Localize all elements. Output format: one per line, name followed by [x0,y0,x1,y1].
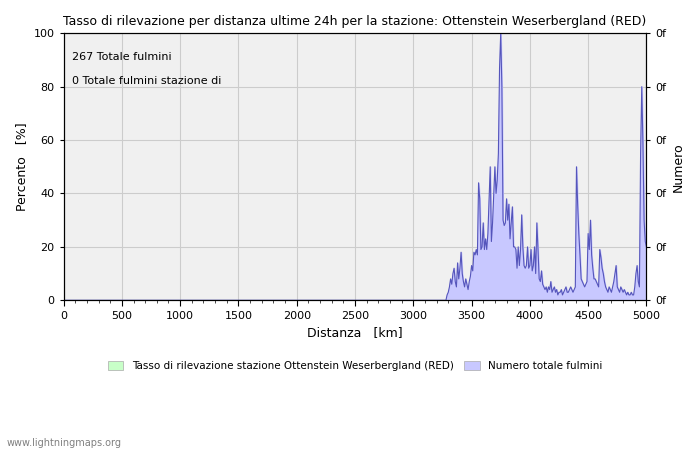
Text: 267 Totale fulmini: 267 Totale fulmini [72,52,172,62]
Y-axis label: Numero: Numero [672,142,685,192]
Text: www.lightningmaps.org: www.lightningmaps.org [7,438,122,448]
Text: 0 Totale fulmini stazione di: 0 Totale fulmini stazione di [72,76,222,86]
Y-axis label: Percento   [%]: Percento [%] [15,122,28,211]
X-axis label: Distanza   [km]: Distanza [km] [307,326,402,339]
Title: Tasso di rilevazione per distanza ultime 24h per la stazione: Ottenstein Weserbe: Tasso di rilevazione per distanza ultime… [64,15,647,28]
Legend: Tasso di rilevazione stazione Ottenstein Weserbergland (RED), Numero totale fulm: Tasso di rilevazione stazione Ottenstein… [104,356,606,375]
